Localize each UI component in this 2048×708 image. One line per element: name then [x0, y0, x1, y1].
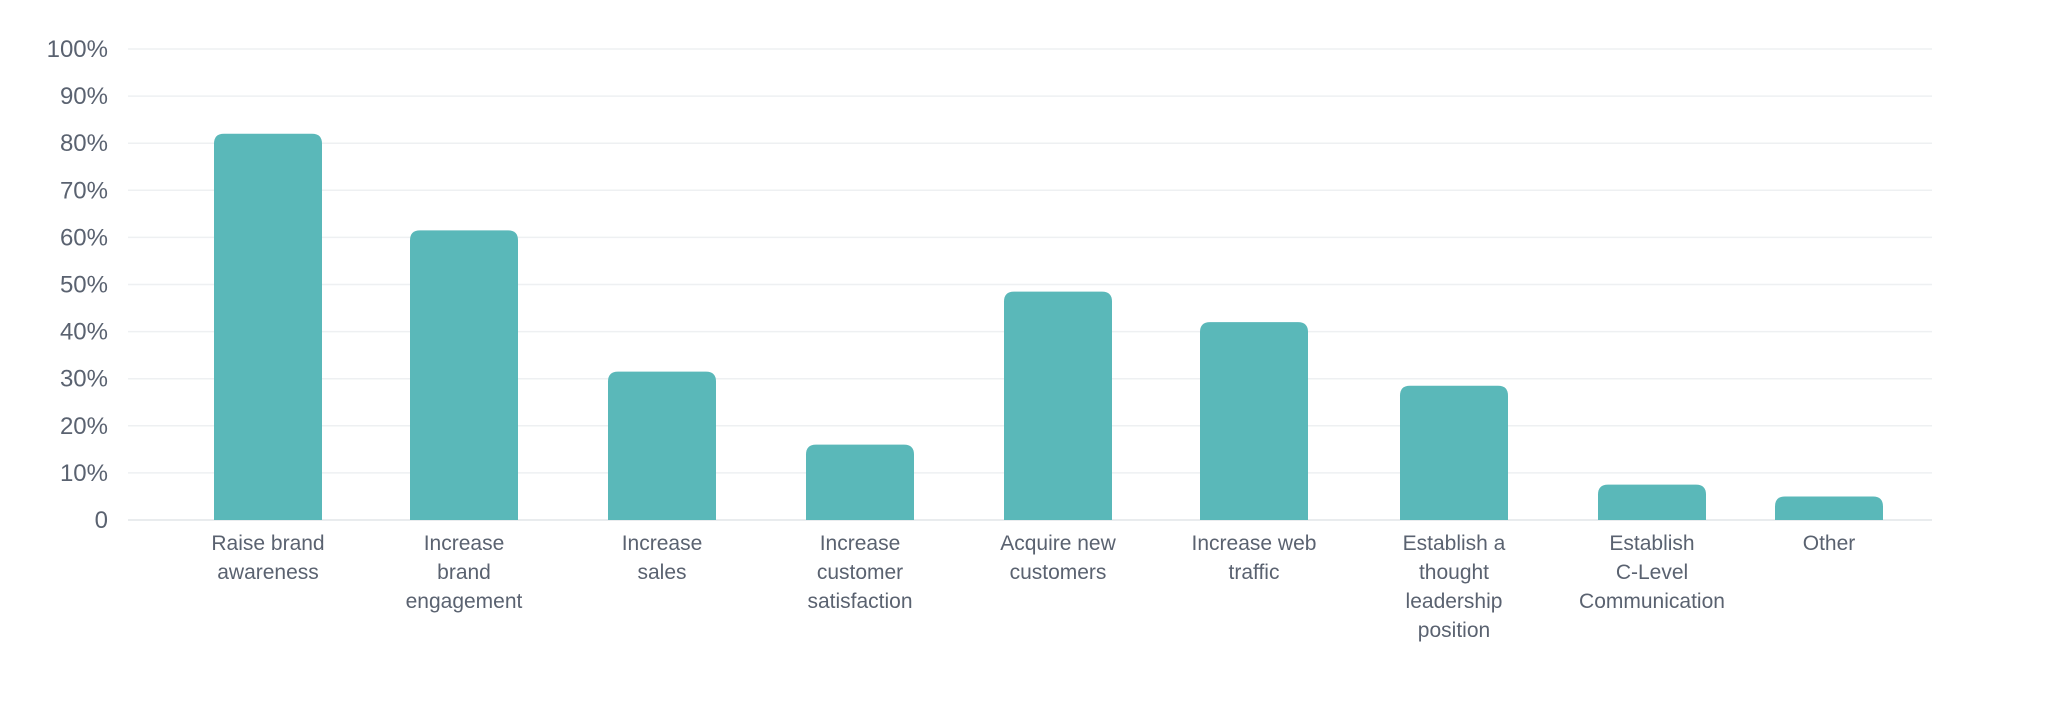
x-tick-label-line: Acquire new: [1000, 532, 1116, 555]
x-tick-label-line: Establish: [1609, 532, 1694, 555]
y-tick-label: 30%: [60, 366, 108, 393]
x-tick-label-line: engagement: [406, 590, 523, 613]
x-tick-label: Acquire new customers: [1000, 532, 1116, 584]
bar: [1400, 385, 1508, 520]
x-tick-label-line: thought: [1419, 561, 1489, 584]
x-tick-label-line: satisfaction: [807, 590, 912, 613]
x-tick-label: Establish a thought leadership position: [1403, 532, 1506, 642]
x-tick-label-line: customer: [817, 561, 903, 584]
x-tick-label: Increase web traffic: [1192, 532, 1317, 584]
x-tick-label-line: brand: [437, 561, 491, 584]
y-tick-label: 10%: [60, 460, 108, 487]
bar: [1775, 496, 1883, 520]
bar: [1598, 484, 1706, 520]
x-tick-label-line: Establish a: [1403, 532, 1506, 555]
bar: [806, 444, 914, 520]
y-tick-label: 20%: [60, 413, 108, 440]
x-tick-label-line: Increase web: [1192, 532, 1317, 555]
x-tick-label-line: awareness: [217, 561, 319, 584]
y-tick-label: 40%: [60, 319, 108, 346]
y-tick-label: 80%: [60, 130, 108, 157]
bar: [1004, 291, 1112, 520]
x-tick-label-line: position: [1418, 619, 1490, 642]
y-tick-label: 50%: [60, 272, 108, 299]
x-tick-label: Increase customer satisfaction: [807, 532, 912, 613]
x-tick-label: Increase sales: [622, 532, 703, 584]
x-tick-label: Increase brand engagement: [406, 532, 523, 613]
x-tick-label-line: traffic: [1229, 561, 1280, 584]
bar: [1200, 322, 1308, 520]
bar: [410, 230, 518, 520]
x-tick-label-line: Raise brand: [211, 532, 324, 555]
y-tick-label: 60%: [60, 224, 108, 251]
x-tick-label-line: Communication: [1579, 590, 1725, 613]
bar: [608, 371, 716, 520]
x-tick-label-line: Other: [1803, 532, 1856, 555]
bars: [214, 133, 1883, 520]
y-tick-label: 0: [95, 507, 108, 534]
x-tick-label: Raise brand awareness: [211, 532, 324, 584]
x-tick-label-line: sales: [637, 561, 686, 584]
bar: [214, 133, 322, 520]
x-tick-label-line: Increase: [424, 532, 505, 555]
x-tick-label-line: leadership: [1406, 590, 1503, 613]
x-tick-label-line: Increase: [820, 532, 901, 555]
y-tick-label: 70%: [60, 177, 108, 204]
x-tick-label-line: Increase: [622, 532, 703, 555]
y-tick-label: 90%: [60, 83, 108, 110]
x-tick-label-line: C-Level: [1616, 561, 1688, 584]
x-tick-label-line: customers: [1010, 561, 1107, 584]
x-tick-label: Establish C-Level Communication: [1579, 532, 1725, 613]
x-tick-label: Other: [1803, 532, 1856, 555]
y-tick-label: 100%: [47, 36, 108, 63]
x-axis: Raise brand awareness Increase brand engagem…: [211, 532, 1855, 642]
y-axis: 0 10% 20% 30% 40% 50% 60% 70% 80% 90% 100%: [47, 36, 108, 534]
